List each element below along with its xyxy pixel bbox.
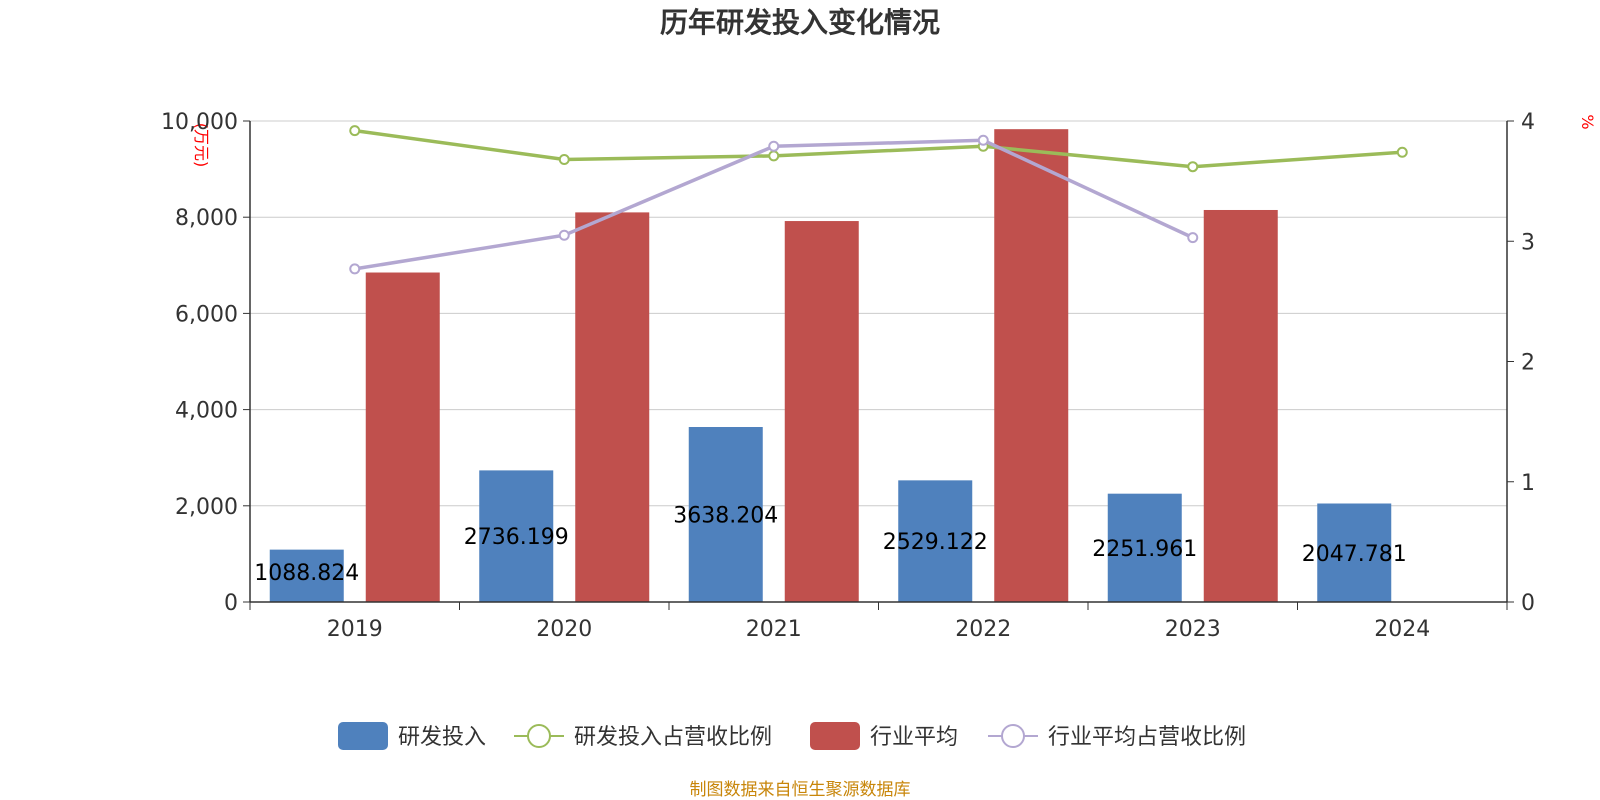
bar-1-2022 bbox=[994, 129, 1069, 602]
bar-0-2021 bbox=[688, 427, 763, 602]
legend-label: 研发投入占营收比例 bbox=[574, 725, 772, 750]
legend-item-3[interactable]: 行业平均占营收比例 bbox=[988, 724, 1246, 750]
y-right-tick-label: 3 bbox=[1521, 230, 1535, 255]
legend-item-0[interactable]: 研发投入 bbox=[338, 722, 486, 750]
lines bbox=[349, 125, 1408, 275]
bar-data-label: 2529.122 bbox=[883, 530, 988, 555]
x-tick-label: 2023 bbox=[1165, 617, 1221, 642]
legend-swatch-bar bbox=[810, 722, 860, 750]
y-left-tick-label: 0 bbox=[224, 591, 238, 616]
y-right-tick-label: 0 bbox=[1521, 591, 1535, 616]
legend-swatch-marker bbox=[527, 724, 551, 748]
bar-1-2020 bbox=[575, 212, 650, 602]
line-point bbox=[349, 263, 361, 275]
line-point bbox=[1396, 146, 1408, 158]
bars bbox=[269, 129, 1392, 603]
bar-1-2021 bbox=[784, 221, 859, 602]
bar-0-2019 bbox=[269, 549, 344, 602]
legend-item-1[interactable]: 研发投入占营收比例 bbox=[514, 724, 772, 750]
y-right-tick-label: 2 bbox=[1521, 351, 1535, 376]
line-point bbox=[768, 140, 780, 152]
x-tick-label: 2022 bbox=[955, 617, 1011, 642]
line-point bbox=[1187, 232, 1199, 244]
x-tick-label: 2021 bbox=[746, 617, 802, 642]
legend-label: 行业平均占营收比例 bbox=[1048, 725, 1246, 750]
x-tick-label: 2020 bbox=[536, 617, 592, 642]
bar-data-label: 2251.961 bbox=[1092, 537, 1197, 562]
bar-data-label: 2736.199 bbox=[464, 525, 569, 550]
x-tick-label: 2019 bbox=[327, 617, 383, 642]
line-point bbox=[558, 153, 570, 165]
y-left-unit: (万元) bbox=[192, 123, 211, 168]
y-left-tick-label: 4,000 bbox=[175, 399, 238, 424]
grid-lines bbox=[250, 120, 1507, 507]
y-right-tick-label: 1 bbox=[1521, 471, 1535, 496]
x-tick-label: 2024 bbox=[1374, 617, 1430, 642]
y-left-tick-label: 6,000 bbox=[175, 302, 238, 327]
line-point bbox=[349, 125, 361, 137]
bar-data-label: 1088.824 bbox=[254, 561, 359, 586]
y-right-tick-label: 4 bbox=[1521, 110, 1535, 135]
bar-data-label: 3638.204 bbox=[673, 504, 778, 529]
data-labels: 1088.824 2736.199 3638.204 2529.122 2251.961… bbox=[254, 504, 1406, 586]
line-point bbox=[977, 134, 989, 146]
line-0 bbox=[354, 128, 1403, 169]
bar-data-label: 2047.781 bbox=[1302, 542, 1407, 567]
bar-1-2023 bbox=[1203, 209, 1278, 603]
bar-0-2024 bbox=[1317, 503, 1392, 602]
legend-item-2[interactable]: 行业平均 bbox=[810, 722, 958, 750]
bar-0-2023 bbox=[1107, 493, 1182, 602]
y-left-tick-label: 10,000 bbox=[161, 110, 238, 135]
legend-label: 行业平均 bbox=[870, 725, 958, 750]
y-right-unit: % bbox=[1578, 114, 1597, 129]
y-left-tick-label: 8,000 bbox=[175, 206, 238, 231]
legend-swatch-marker bbox=[1001, 724, 1025, 748]
y-left-tick-label: 2,000 bbox=[175, 495, 238, 520]
source-note: 制图数据来自恒生聚源数据库 bbox=[690, 780, 911, 800]
legend-swatch-bar bbox=[338, 722, 388, 750]
legend[interactable]: 研发投入 研发投入占营收比例 行业平均 行业平均占营收比例 bbox=[338, 722, 1246, 750]
bar-0-2022 bbox=[898, 480, 973, 602]
legend-label: 研发投入 bbox=[398, 725, 486, 750]
bar-1-2019 bbox=[365, 272, 440, 602]
line-point bbox=[768, 150, 780, 162]
bar-0-2020 bbox=[479, 470, 554, 602]
line-point bbox=[1187, 161, 1199, 173]
axes: 0 2,000 4,000 6,000 8,000 10,000 0 1 2 3 4 2019 2020… bbox=[161, 110, 1535, 642]
chart-title: 历年研发投入变化情况 bbox=[660, 6, 940, 39]
line-point bbox=[558, 229, 570, 241]
